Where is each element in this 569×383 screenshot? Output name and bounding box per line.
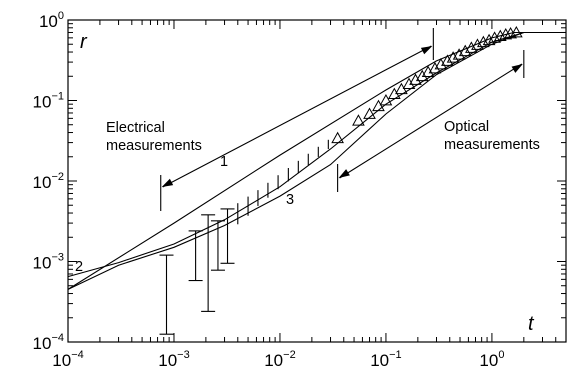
optical-point — [421, 65, 435, 78]
error-bar — [210, 220, 225, 271]
error-bar — [188, 230, 203, 282]
series-1-line — [67, 31, 566, 290]
curve-label-1: 1 — [220, 154, 228, 170]
optical-point — [465, 41, 478, 53]
optical-point — [476, 35, 490, 48]
error-bar — [220, 208, 235, 264]
optical-point — [352, 114, 365, 126]
optical-point — [402, 77, 416, 89]
optical-point — [409, 73, 422, 85]
y-tick-label: 10−4 — [33, 332, 64, 353]
x-tick-label: 10−2 — [264, 349, 295, 370]
error-bar — [201, 214, 216, 312]
optical-point — [331, 131, 344, 144]
optical-point — [488, 31, 501, 43]
optical-point — [458, 44, 472, 57]
y-axis-label: r — [80, 31, 88, 53]
optical-label-line2: measurements — [444, 137, 540, 153]
x-tick-label: 100 — [479, 349, 504, 370]
series-2-line — [67, 31, 566, 278]
series-3-line — [67, 31, 566, 290]
electrical-label-line1: Electrical — [106, 120, 165, 136]
optical-point — [379, 93, 393, 106]
curves-layer — [67, 31, 566, 290]
electrical-arrow-head-low — [161, 178, 174, 187]
x-tick-label: 10−1 — [370, 349, 401, 370]
tick-marks-layer — [67, 19, 567, 343]
electrical-range-line — [162, 45, 432, 188]
optical-point — [372, 99, 385, 112]
x-axis-label: t — [528, 313, 535, 335]
y-tick-label: 100 — [39, 10, 64, 31]
x-tick-label: 10−4 — [52, 349, 83, 370]
plot-frame — [67, 19, 567, 343]
error-bars-layer — [159, 139, 329, 335]
optical-point — [452, 48, 466, 60]
optical-point — [499, 27, 513, 40]
x-tick-label: 10−3 — [158, 349, 189, 370]
y-tick-label: 10−2 — [33, 171, 64, 192]
curve-label-3: 3 — [286, 192, 294, 208]
optical-point — [509, 25, 523, 38]
optical-point — [428, 61, 442, 74]
optical-point — [434, 57, 448, 70]
optical-arrow-head-high — [511, 64, 523, 73]
optical-points-layer — [331, 25, 523, 144]
optical-point — [482, 33, 496, 46]
optical-range-line — [339, 63, 523, 179]
error-bar — [159, 254, 174, 335]
optical-arrow-head-low — [338, 169, 350, 178]
optical-point — [441, 54, 454, 66]
optical-point — [471, 38, 484, 50]
optical-point — [363, 107, 376, 119]
electrical-label-line2: measurements — [106, 138, 202, 154]
optical-point — [493, 29, 507, 42]
electrical-arrow-head-high — [420, 46, 433, 55]
measurement-ranges-layer — [160, 28, 525, 211]
y-tick-label: 10−1 — [33, 91, 64, 112]
optical-label-line1: Optical — [444, 119, 489, 135]
y-tick-label: 10−3 — [33, 252, 64, 273]
curve-label-2: 2 — [75, 259, 83, 275]
optical-point — [446, 51, 460, 63]
tick-labels-layer: 10−4 10−3 10−2 10−1 100 100 10−1 10−2 10−3 10−4 — [33, 10, 505, 370]
optical-point — [415, 69, 429, 82]
